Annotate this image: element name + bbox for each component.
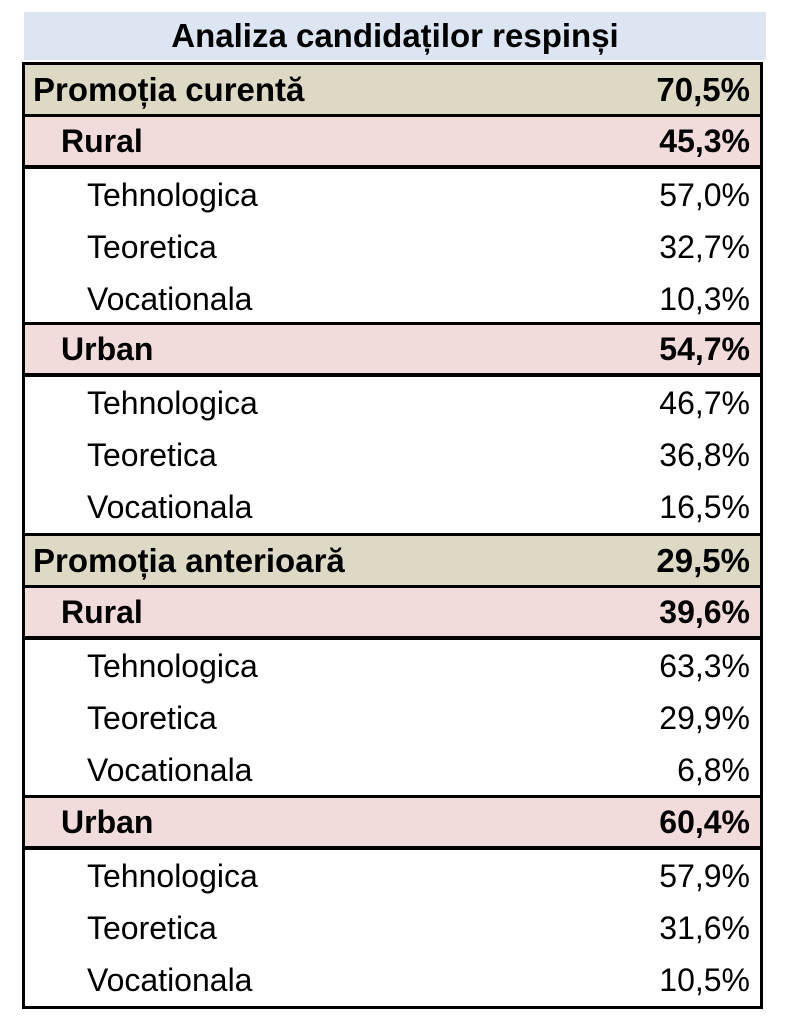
item-value: 10,3% [659, 280, 750, 317]
area-row-urban: Urban 54,7% [25, 325, 760, 373]
group-label: Promoția anterioară [33, 542, 345, 579]
item-label: Vocationala [87, 280, 253, 317]
item-value: 63,3% [659, 647, 750, 684]
table-title: Analiza candidaților respinși [24, 12, 766, 60]
area-value: 54,7% [659, 330, 750, 367]
area-label: Urban [61, 803, 154, 840]
area-label: Urban [61, 330, 154, 367]
group-row-previous: Promoția anterioară 29,5% [25, 536, 760, 586]
item-value: 36,8% [659, 436, 750, 473]
area-value: 60,4% [659, 803, 750, 840]
group-block-current: Promoția curentă 70,5% [22, 62, 763, 118]
area-value: 45,3% [659, 122, 750, 159]
area-block-current-urban: Urban 54,7% [22, 322, 763, 376]
items-block-previous-urban: Tehnologica 57,9% Teoretica 31,6% Vocati… [22, 847, 763, 1009]
group-label: Promoția curentă [33, 71, 305, 108]
area-row-rural: Rural 45,3% [25, 117, 760, 165]
list-item: Vocationala 10,5% [25, 954, 760, 1006]
list-item: Teoretica 36,8% [25, 429, 760, 481]
item-label: Vocationala [87, 751, 253, 788]
list-item: Vocationala 6,8% [25, 744, 760, 796]
item-label: Vocationala [87, 961, 253, 998]
item-label: Tehnologica [87, 857, 258, 894]
list-item: Tehnologica 63,3% [25, 640, 760, 692]
list-item: Tehnologica 46,7% [25, 377, 760, 429]
area-block-current-rural: Rural 45,3% [22, 114, 763, 168]
item-value: 32,7% [659, 228, 750, 265]
item-label: Tehnologica [87, 176, 258, 213]
area-row-urban: Urban 60,4% [25, 798, 760, 846]
list-item: Teoretica 31,6% [25, 902, 760, 954]
item-value: 46,7% [659, 384, 750, 421]
area-block-previous-urban: Urban 60,4% [22, 795, 763, 849]
list-item: Teoretica 29,9% [25, 692, 760, 744]
area-label: Rural [61, 593, 143, 630]
item-label: Teoretica [87, 436, 217, 473]
item-label: Teoretica [87, 909, 217, 946]
item-label: Teoretica [87, 228, 217, 265]
item-value: 10,5% [659, 961, 750, 998]
group-value: 29,5% [656, 542, 750, 579]
list-item: Vocationala 10,3% [25, 273, 760, 325]
item-value: 57,0% [659, 176, 750, 213]
area-block-previous-rural: Rural 39,6% [22, 585, 763, 639]
items-block-previous-rural: Tehnologica 63,3% Teoretica 29,9% Vocati… [22, 637, 763, 799]
group-row-current: Promoția curentă 70,5% [25, 65, 760, 115]
item-label: Tehnologica [87, 384, 258, 421]
items-block-current-rural: Tehnologica 57,0% Teoretica 32,7% Vocati… [22, 166, 763, 328]
area-value: 39,6% [659, 593, 750, 630]
item-value: 31,6% [659, 909, 750, 946]
item-label: Teoretica [87, 699, 217, 736]
item-label: Vocationala [87, 488, 253, 525]
area-label: Rural [61, 122, 143, 159]
list-item: Tehnologica 57,9% [25, 850, 760, 902]
group-block-previous: Promoția anterioară 29,5% [22, 533, 763, 589]
items-block-current-urban: Tehnologica 46,7% Teoretica 36,8% Vocati… [22, 374, 763, 536]
item-value: 57,9% [659, 857, 750, 894]
list-item: Vocationala 16,5% [25, 481, 760, 533]
group-value: 70,5% [656, 71, 750, 108]
item-value: 29,9% [659, 699, 750, 736]
item-value: 16,5% [659, 488, 750, 525]
item-label: Tehnologica [87, 647, 258, 684]
area-row-rural: Rural 39,6% [25, 588, 760, 636]
item-value: 6,8% [677, 751, 750, 788]
list-item: Tehnologica 57,0% [25, 169, 760, 221]
list-item: Teoretica 32,7% [25, 221, 760, 273]
